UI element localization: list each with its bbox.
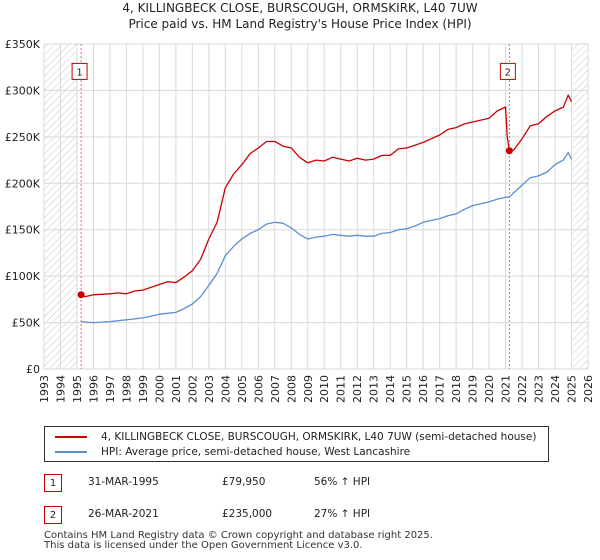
- sale-row: 2 26-MAR-2021 £235,000 27% ↑ HPI: [44, 506, 444, 526]
- x-tick-label: 2015: [401, 375, 414, 403]
- y-tick-label: £100K: [5, 270, 41, 283]
- hatched-region: [573, 44, 588, 369]
- price-chart: 4, KILLINGBECK CLOSE, BURSCOUGH, ORMSKIR…: [5, 1, 595, 403]
- x-tick-label: 2013: [368, 375, 381, 403]
- legend-label-property: 4, KILLINGBECK CLOSE, BURSCOUGH, ORMSKIR…: [101, 431, 537, 443]
- sale-number-badge: 2: [44, 506, 62, 524]
- x-tick-label: 2023: [533, 375, 546, 403]
- chart-legend: 4, KILLINGBECK CLOSE, BURSCOUGH, ORMSKIR…: [44, 426, 549, 462]
- x-tick-label: 2019: [467, 375, 480, 403]
- plot-area: [44, 44, 588, 369]
- x-tick-label: 2024: [549, 375, 562, 403]
- x-tick-label: 2026: [582, 375, 595, 403]
- y-tick-label: £0: [26, 363, 40, 376]
- sale-number-badge: 1: [44, 474, 62, 492]
- x-tick-label: 1995: [71, 375, 84, 403]
- x-tick-label: 2022: [516, 375, 529, 403]
- y-tick-label: £50K: [12, 317, 41, 330]
- sale-marker-label: 1: [71, 62, 88, 80]
- x-tick-label: 1993: [38, 375, 51, 403]
- x-tick-label: 2005: [236, 375, 249, 403]
- sale-hpi-change: 27% ↑ HPI: [314, 508, 371, 520]
- x-tick-label: 2017: [434, 375, 447, 403]
- property-price-line: [80, 94, 573, 298]
- footer-copyright: Contains HM Land Registry data © Crown c…: [44, 530, 433, 541]
- footer-attribution: Contains HM Land Registry data © Crown c…: [44, 531, 433, 551]
- x-tick-label: 2004: [219, 375, 232, 403]
- sale-marker-number: 1: [76, 67, 82, 78]
- x-tick-label: 2009: [302, 375, 315, 403]
- x-tick-label: 1998: [120, 375, 133, 403]
- sale-marker-label: 2: [499, 62, 516, 80]
- sale-point: [505, 147, 513, 155]
- sale-price: £79,950: [222, 476, 266, 488]
- y-tick-label: £200K: [5, 177, 41, 190]
- y-tick-label: £300K: [5, 84, 41, 97]
- y-tick-label: £250K: [5, 131, 41, 144]
- hpi-line: [81, 151, 573, 324]
- x-tick-label: 2010: [318, 375, 331, 403]
- x-tick-label: 2008: [285, 375, 298, 403]
- sale-marker-number: 2: [505, 67, 511, 78]
- x-tick-label: 2001: [170, 375, 183, 403]
- sale-price: £235,000: [222, 508, 273, 520]
- x-tick-label: 1996: [87, 375, 100, 403]
- x-tick-label: 2000: [153, 375, 166, 403]
- x-tick-label: 2018: [450, 375, 463, 403]
- x-tick-label: 2021: [500, 375, 513, 403]
- legend-label-hpi: HPI: Average price, semi-detached house,…: [101, 446, 411, 458]
- legend-line-hpi: [55, 451, 87, 453]
- x-tick-label: 1997: [104, 375, 117, 403]
- sale-hpi-change: 56% ↑ HPI: [314, 476, 371, 488]
- x-tick-label: 2003: [203, 375, 216, 403]
- x-tick-label: 2020: [483, 375, 496, 403]
- sale-point: [77, 291, 85, 299]
- legend-item-hpi: HPI: Average price, semi-detached house,…: [55, 445, 410, 459]
- sale-marker-box: [499, 62, 516, 80]
- x-tick-label: 2016: [417, 375, 430, 403]
- x-tick-label: 2012: [351, 375, 364, 403]
- y-tick-label: £350K: [5, 38, 41, 51]
- x-tick-label: 2011: [335, 375, 348, 403]
- legend-item-property: 4, KILLINGBECK CLOSE, BURSCOUGH, ORMSKIR…: [55, 430, 536, 444]
- sale-row: 1 31-MAR-1995 £79,950 56% ↑ HPI: [44, 474, 444, 494]
- x-tick-label: 1999: [137, 375, 150, 403]
- sale-marker-box: [71, 62, 88, 80]
- x-tick-label: 2006: [252, 375, 265, 403]
- legend-line-property: [55, 436, 87, 438]
- x-tick-label: 2002: [186, 375, 199, 403]
- x-tick-label: 2025: [566, 375, 579, 403]
- y-tick-label: £150K: [5, 224, 41, 237]
- x-tick-label: 2007: [269, 375, 282, 403]
- chart-title: 4, KILLINGBECK CLOSE, BURSCOUGH, ORMSKIR…: [122, 1, 477, 15]
- sale-date: 26-MAR-2021: [88, 508, 159, 520]
- chart-subtitle: Price paid vs. HM Land Registry's House …: [128, 17, 471, 31]
- sale-date: 31-MAR-1995: [88, 476, 159, 488]
- x-tick-label: 2014: [384, 375, 397, 403]
- x-tick-label: 1994: [54, 375, 67, 403]
- footer-licence: This data is licensed under the Open Gov…: [44, 540, 363, 551]
